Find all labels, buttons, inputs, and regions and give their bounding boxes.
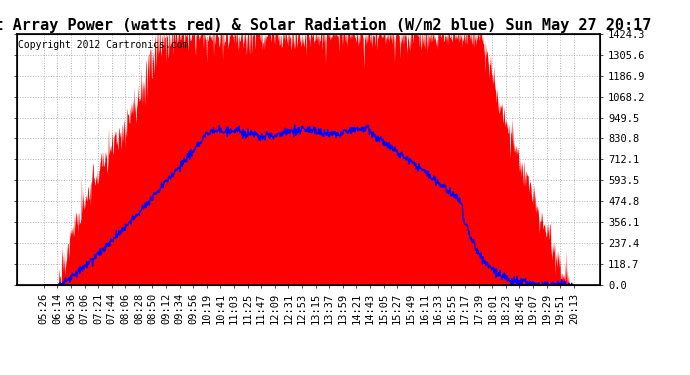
Text: Copyright 2012 Cartronics.com: Copyright 2012 Cartronics.com — [19, 40, 189, 50]
Title: East Array Power (watts red) & Solar Radiation (W/m2 blue) Sun May 27 20:17: East Array Power (watts red) & Solar Rad… — [0, 16, 651, 33]
